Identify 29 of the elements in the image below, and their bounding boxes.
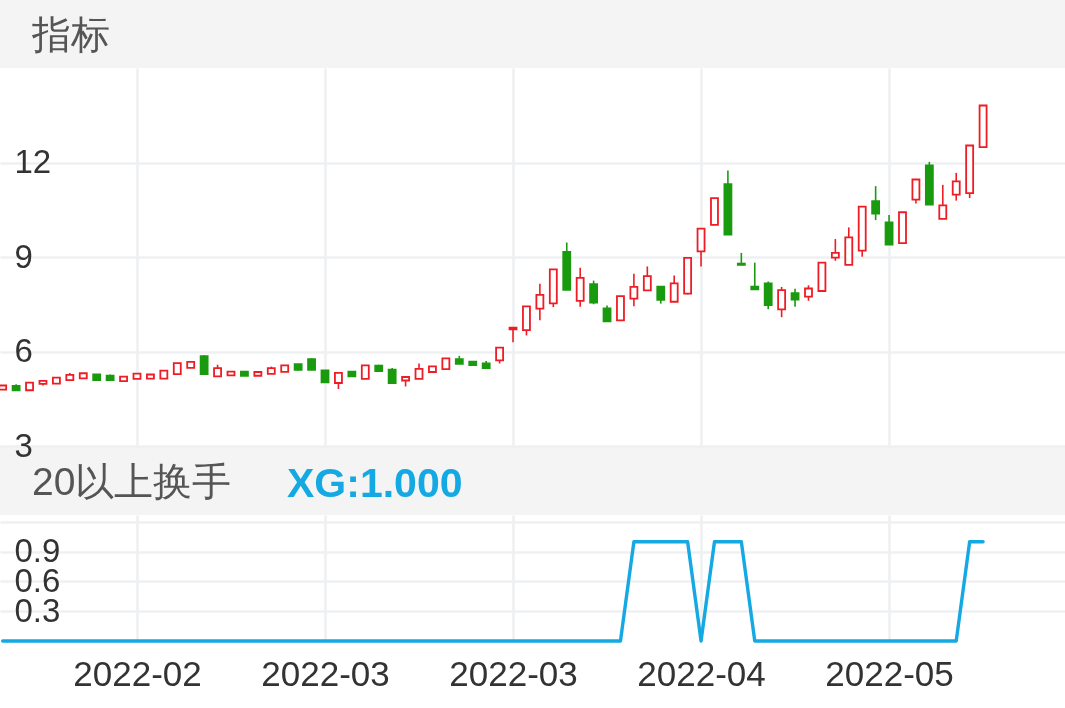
x-tick-label: 2022-02 [73,653,202,693]
y-tick-label: 12 [14,143,52,180]
text: XG:1.000 [287,459,463,506]
candlestick [938,184,948,220]
x-tick-label: 2022-03 [449,653,578,693]
candlestick [629,272,639,307]
candlestick [911,178,921,205]
candlestick [642,265,652,292]
candlestick [522,305,531,337]
candlestick [777,286,787,318]
candlestick [199,354,209,376]
candlestick [951,172,961,202]
x-tick-label: 2022-05 [825,653,954,693]
chart-title: 20以上换手 [32,459,232,503]
x-tick-label: 2022-04 [637,653,766,693]
chart-title: 指标 [31,13,110,56]
y-tick-label: 6 [14,332,33,369]
candlestick [884,214,894,246]
candlestick [696,227,706,268]
x-tick-label: 2022-03 [261,653,390,693]
candlestick [763,280,773,311]
y-tick-label: 3 [14,426,33,464]
candlestick [535,282,545,322]
candlestick [669,274,679,303]
candlestick [871,185,881,221]
candlestick [750,261,760,291]
y-tick-label: 9 [14,237,33,275]
candlestick [575,266,585,308]
candlestick [830,238,840,262]
